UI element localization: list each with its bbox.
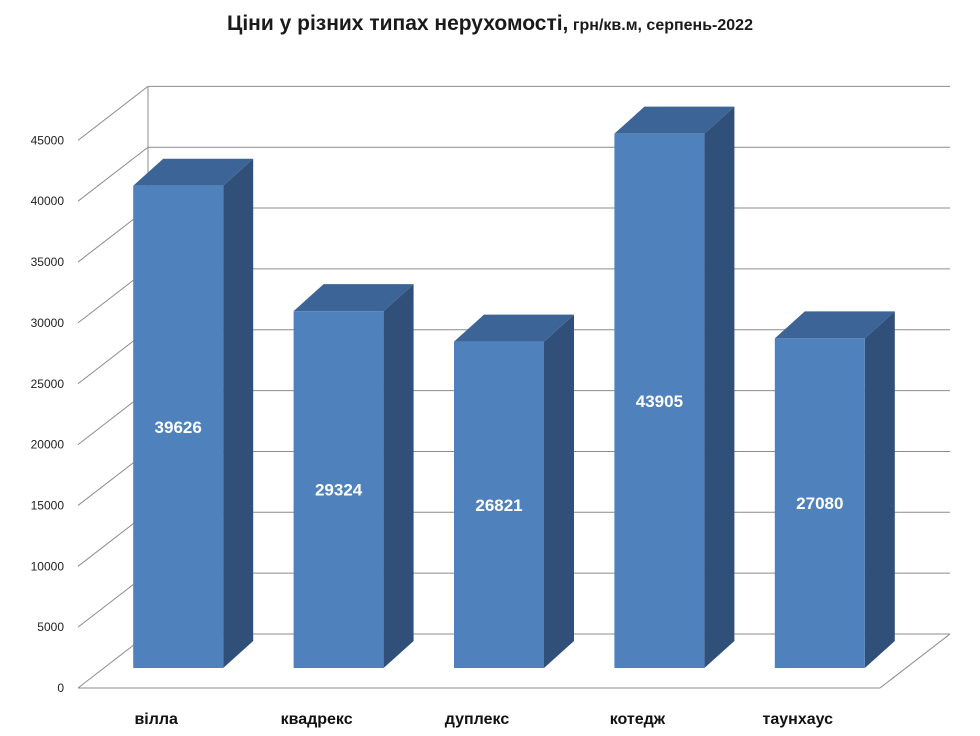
bar-side (544, 314, 574, 668)
bar-вілла: 39626 (133, 158, 254, 668)
chart-title: Ціни у різних типах нерухомості, грн/кв.… (0, 12, 980, 36)
bar-квадрекс: 29324 (293, 284, 414, 668)
bar-top (133, 158, 254, 186)
gridline (77, 85, 950, 141)
category-label: дуплекс (445, 711, 510, 728)
bar-top (774, 311, 895, 339)
y-tick-label: 15000 (31, 498, 65, 512)
y-tick-label: 25000 (31, 377, 65, 391)
bar-front (454, 341, 544, 668)
category-label: квадрекс (281, 711, 353, 728)
y-tick-label: 20000 (31, 438, 65, 452)
x-axis-categories: вілла квадрекс дуплекс котедж таунхаус (134, 711, 833, 728)
data-label: 29324 (315, 481, 363, 500)
bar-top (454, 314, 574, 342)
category-label: вілла (134, 711, 178, 728)
y-tick-label: 30000 (31, 316, 65, 330)
bar-top (614, 106, 735, 134)
bar-front (614, 133, 705, 668)
bars: 39626 29324 26821 43905 27080 (133, 106, 895, 668)
category-label: котедж (610, 711, 666, 728)
y-tick-label: 0 (57, 681, 64, 695)
bar-front (133, 185, 224, 668)
bar-side (223, 158, 254, 668)
y-axis-ticks: 0 5000 10000 15000 20000 25000 30000 35000 40000… (31, 133, 65, 695)
bar-side (704, 106, 735, 668)
bar-front (774, 338, 865, 668)
bar-котедж: 43905 (614, 106, 735, 668)
bar-side (383, 284, 414, 668)
category-label: таунхаус (763, 711, 834, 728)
y-tick-label: 5000 (37, 620, 64, 634)
data-label: 27080 (796, 494, 843, 513)
chart-subtitle: грн/кв.м, серпень-2022 (572, 17, 753, 34)
chart-title-main: Ціни у різних типах нерухомості, (227, 12, 569, 35)
bar-таунхаус: 27080 (774, 311, 895, 668)
bar-top (293, 284, 414, 312)
y-tick-label: 45000 (31, 133, 65, 147)
y-tick-label: 35000 (31, 255, 65, 269)
y-tick-label: 10000 (31, 559, 65, 573)
y-tick-label: 40000 (31, 194, 65, 208)
bar-front (293, 311, 384, 668)
data-label: 39626 (155, 418, 202, 437)
bar-дуплекс: 26821 (454, 314, 574, 668)
data-label: 26821 (475, 496, 522, 515)
bar-side (864, 311, 895, 668)
data-label: 43905 (636, 392, 683, 411)
